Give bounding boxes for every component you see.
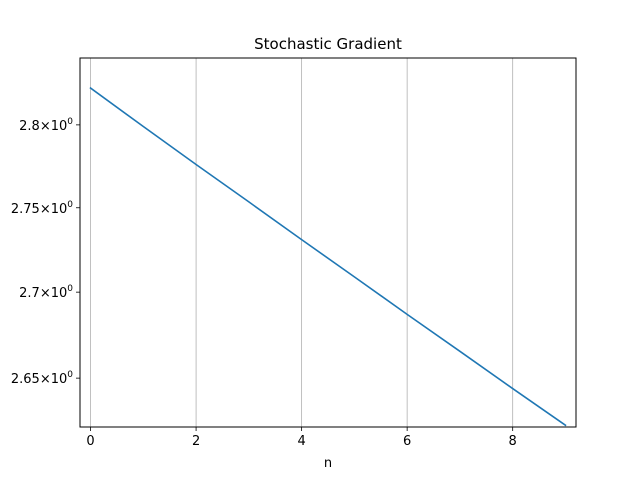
x-tick-label: 6 (403, 434, 411, 449)
x-axis-title: n (324, 456, 332, 471)
y-tick-times: × (40, 286, 51, 301)
y-tick-times: × (40, 372, 51, 387)
y-tick-base: 10 (51, 119, 68, 134)
y-tick-label: 2.8×100 (19, 117, 73, 134)
grid-layer (90, 58, 514, 427)
y-tick-base: 10 (51, 286, 68, 301)
series-line (89, 86, 567, 427)
y-tick-label: 2.7×100 (19, 284, 73, 301)
y-tick-base: 10 (51, 202, 68, 217)
y-tick-label: 2.75×100 (11, 200, 73, 217)
x-tick-label: 2 (192, 434, 200, 449)
y-tick-mantissa: 2.75 (11, 202, 40, 217)
x-tick-label: 4 (297, 434, 305, 449)
chart-title: Stochastic Gradient (254, 35, 402, 53)
y-tick-mantissa: 2.8 (19, 119, 40, 134)
y-tick-base: 10 (51, 372, 68, 387)
x-tick-label: 0 (86, 434, 94, 449)
y-tick-times: × (40, 119, 51, 134)
y-tick-exponent: 0 (67, 284, 73, 294)
series-layer (89, 86, 567, 427)
y-tick-mantissa: 2.65 (11, 372, 40, 387)
y-tick-exponent: 0 (67, 117, 73, 127)
y-tick-exponent: 0 (67, 200, 73, 210)
y-tick-times: × (40, 202, 51, 217)
x-axis-ticks: 0 2 4 6 8 (86, 427, 517, 449)
y-tick-exponent: 0 (67, 370, 73, 380)
y-tick-mantissa: 2.7 (19, 286, 40, 301)
plot-frame (79, 57, 577, 428)
x-tick-label: 8 (509, 434, 517, 449)
y-tick-label: 2.65×100 (11, 370, 73, 387)
